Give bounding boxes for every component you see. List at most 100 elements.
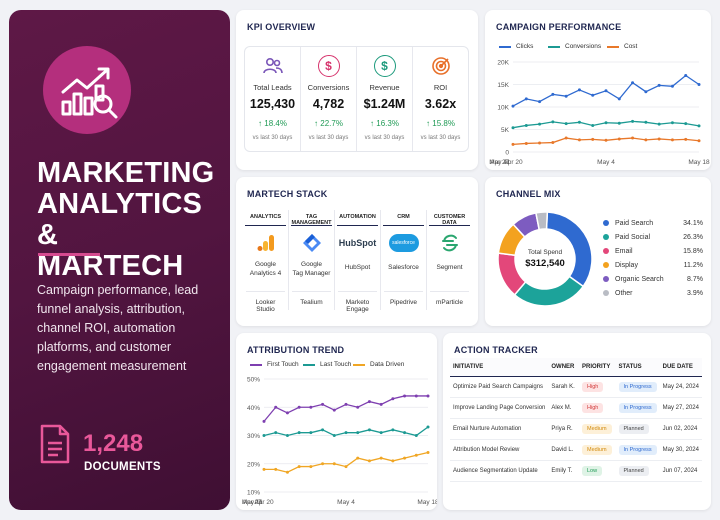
- martech-tool-name-line2: Tag Manager: [292, 270, 331, 277]
- data-point: [426, 394, 430, 398]
- salesforce-logo-text: salesforce: [392, 240, 415, 246]
- series-line-first-touch: [263, 395, 428, 422]
- kpi-value: $1.24M: [363, 97, 406, 111]
- column-header[interactable]: PRIORITY: [579, 358, 616, 377]
- y-tick-label: 10K: [497, 105, 509, 112]
- owner-cell: Sarah K.: [548, 376, 579, 398]
- data-point: [426, 450, 430, 454]
- campaign-performance-title: CAMPAIGN PERFORMANCE: [496, 22, 622, 32]
- kpi-conversions: $ Conversions 4,782 ↑ 22.7% vs last 30 d…: [301, 47, 357, 151]
- data-point: [309, 405, 313, 409]
- table-row[interactable]: Email Nurture Automation Priya R. Medium…: [450, 418, 702, 440]
- martech-stack-card: MARTECH STACK ANALYTICS Google Analytics …: [236, 177, 478, 326]
- legend-pct: 26.3%: [683, 233, 703, 241]
- data-point: [332, 462, 336, 466]
- martech-tool-name: Google Tag Manager: [289, 260, 334, 278]
- column-header[interactable]: DUE DATE: [659, 358, 702, 377]
- legend-paid-search: Paid Search 34.1%: [603, 218, 703, 228]
- column-header[interactable]: STATUS: [615, 358, 660, 377]
- x-tick-label: May 4: [337, 499, 355, 506]
- martech-crm-column: CRM salesforce Salesforce Pipedrive: [381, 210, 427, 310]
- data-point: [604, 121, 608, 125]
- owner-cell: Emily T.: [548, 460, 579, 482]
- data-point: [657, 122, 661, 126]
- data-point: [670, 84, 674, 88]
- dollar-icon: $: [317, 55, 340, 77]
- data-point: [297, 465, 301, 469]
- kpi-total-leads: Total Leads 125,430 ↑ 18.4% vs last 30 d…: [245, 47, 301, 151]
- data-point: [511, 104, 515, 108]
- x-tick-label: May 18: [417, 499, 437, 506]
- x-tick-label: May 11: [489, 159, 510, 166]
- donut-slice-other: [535, 211, 549, 231]
- data-point: [356, 405, 360, 409]
- table-row[interactable]: Optimize Paid Search Campaigns Sarah K. …: [450, 376, 702, 398]
- martech-alt-tool: Tealium: [292, 291, 331, 306]
- data-point: [511, 126, 515, 130]
- table-row[interactable]: Improve Landing Page Conversion Alex M. …: [450, 397, 702, 419]
- data-point: [684, 74, 688, 77]
- hubspot-logo-text: HubSpot: [338, 238, 377, 248]
- status-badge: Planned: [618, 423, 649, 434]
- martech-column-head: ANALYTICS: [245, 210, 286, 226]
- data-point: [321, 428, 325, 432]
- data-point: [670, 121, 674, 125]
- data-point: [617, 97, 621, 101]
- martech-alt-tool: mParticle: [430, 291, 469, 306]
- table-row[interactable]: Audience Segmentation Update Emily T. Lo…: [450, 460, 702, 482]
- priority-cell: Low: [579, 460, 616, 482]
- kpi-change: ↑ 16.3%: [370, 119, 399, 128]
- initiative-cell: Optimize Paid Search Campaigns: [450, 376, 549, 398]
- table-row[interactable]: Attribution Model Review David L. Medium…: [450, 439, 702, 461]
- status-cell: Planned: [615, 460, 660, 482]
- donut-center-value: $312,540: [525, 258, 565, 269]
- kpi-compare: vs last 30 days: [308, 135, 349, 141]
- data-point: [285, 411, 289, 415]
- data-point: [511, 142, 515, 146]
- martech-tool-name: HubSpot: [344, 264, 371, 271]
- data-point: [262, 419, 266, 423]
- series-line-data-driven: [264, 451, 429, 473]
- kpi-value: 125,430: [249, 97, 296, 111]
- status-badge: In Progress: [618, 381, 657, 392]
- column-header[interactable]: INITIATIVE: [450, 358, 549, 377]
- data-point: [332, 434, 336, 437]
- priority-cell: Medium: [579, 439, 616, 461]
- data-point: [644, 120, 648, 124]
- column-header[interactable]: OWNER: [548, 358, 579, 377]
- legend-pct: 34.1%: [683, 219, 703, 227]
- due-date-cell: May 30, 2024: [659, 439, 702, 461]
- legend-last-touch: Last Touch: [303, 361, 351, 368]
- y-tick-label: 15K: [497, 82, 509, 89]
- status-cell: In Progress: [615, 439, 660, 461]
- kpi-label: Conversions: [307, 83, 350, 92]
- y-tick-label: 40%: [247, 405, 260, 412]
- hero-panel: MARKETING ANALYTICS & MARTECH Campaign p…: [9, 10, 230, 510]
- data-point: [403, 394, 407, 398]
- data-point: [297, 431, 301, 435]
- legend-label: Display: [615, 261, 638, 269]
- hero-icon-circle: [43, 46, 131, 134]
- martech-column-head: TAG MANAGEMENT: [291, 210, 332, 226]
- data-point: [684, 137, 688, 141]
- owner-cell: David L.: [548, 439, 579, 461]
- data-point: [524, 97, 528, 101]
- martech-tool-name: Salesforce: [388, 264, 419, 271]
- legend-label: Paid Social: [615, 233, 651, 241]
- data-point: [631, 81, 635, 85]
- data-point: [274, 405, 278, 409]
- data-point: [564, 94, 568, 98]
- y-tick-label: 20K: [497, 60, 509, 67]
- martech-analytics-column: ANALYTICS Google Analytics 4 Looker Studi…: [243, 210, 289, 313]
- data-point: [367, 400, 371, 404]
- donut-center: Total Spend $312,540: [514, 249, 576, 269]
- legend-clicks: Clicks: [499, 43, 533, 50]
- kpi-compare: vs last 30 days: [420, 135, 461, 141]
- kpi-grid: Total Leads 125,430 ↑ 18.4% vs last 30 d…: [244, 46, 469, 152]
- hero-title-line1: MARKETING: [37, 157, 215, 189]
- analytics-chart-magnifier-icon: [61, 67, 118, 119]
- data-point: [391, 397, 395, 401]
- data-point: [344, 431, 348, 435]
- kpi-compare: vs last 30 days: [252, 135, 293, 141]
